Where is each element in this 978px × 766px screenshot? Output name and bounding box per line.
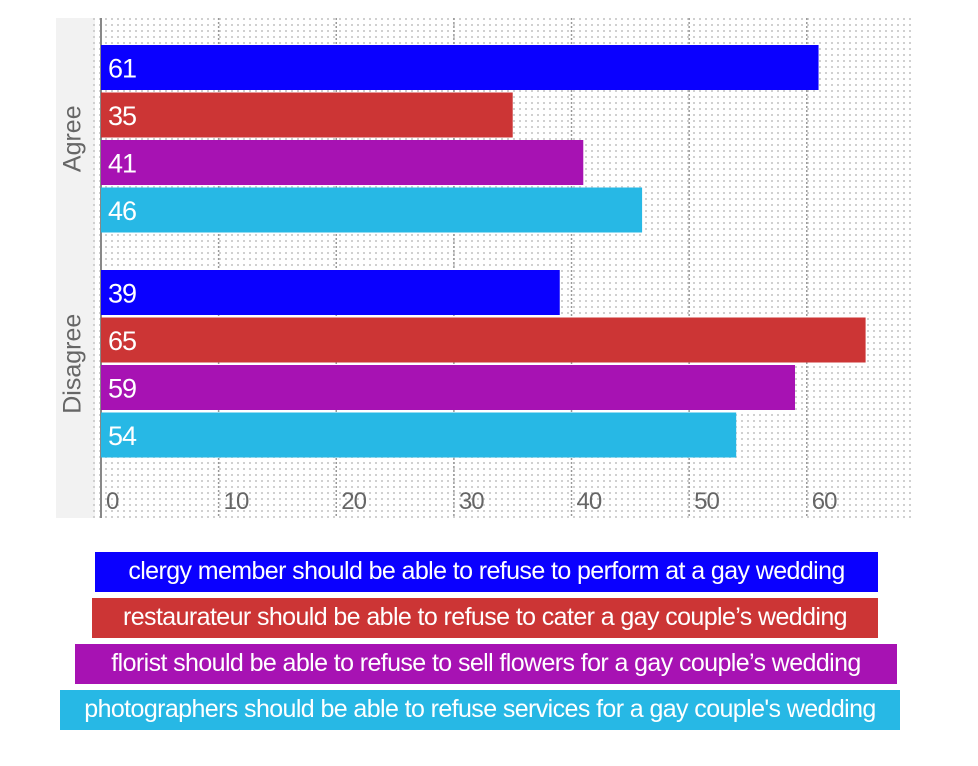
legend-item: florist should be able to refuse to sell… [75, 644, 897, 684]
x-tick-label: 40 [577, 488, 602, 515]
bar-chart: 61 35 41 46 39 65 59 54 0 10 20 30 40 50 60 Agree Disa… [56, 18, 915, 518]
data-label: 39 [108, 279, 136, 309]
x-tick-label: 0 [106, 488, 119, 515]
data-label: 35 [108, 101, 136, 131]
bar [101, 45, 819, 90]
data-label: 54 [108, 421, 137, 451]
group-label-agree: Agree [59, 105, 87, 172]
group-label-disagree: Disagree [59, 314, 87, 414]
bar [101, 365, 796, 410]
data-label: 59 [108, 374, 136, 404]
bar [101, 187, 643, 233]
x-tick-label: 20 [341, 488, 366, 515]
x-tick-label: 30 [459, 488, 484, 515]
data-label: 65 [108, 326, 136, 356]
bar [101, 92, 513, 138]
x-tick-label: 10 [224, 488, 249, 515]
legend-item: clergy member should be able to refuse t… [95, 552, 878, 592]
legend-item: photographers should be able to refuse s… [60, 690, 900, 730]
bar [101, 412, 737, 458]
data-label: 41 [108, 149, 136, 179]
bar [101, 270, 560, 315]
data-label: 46 [108, 196, 136, 226]
data-label: 61 [108, 54, 136, 84]
x-tick-label: 50 [694, 488, 719, 515]
bar [101, 317, 866, 363]
group-label-panel [56, 18, 95, 518]
x-tick-label: 60 [812, 488, 837, 515]
legend-item: restaurateur should be able to refuse to… [92, 598, 878, 638]
bar [101, 140, 584, 185]
